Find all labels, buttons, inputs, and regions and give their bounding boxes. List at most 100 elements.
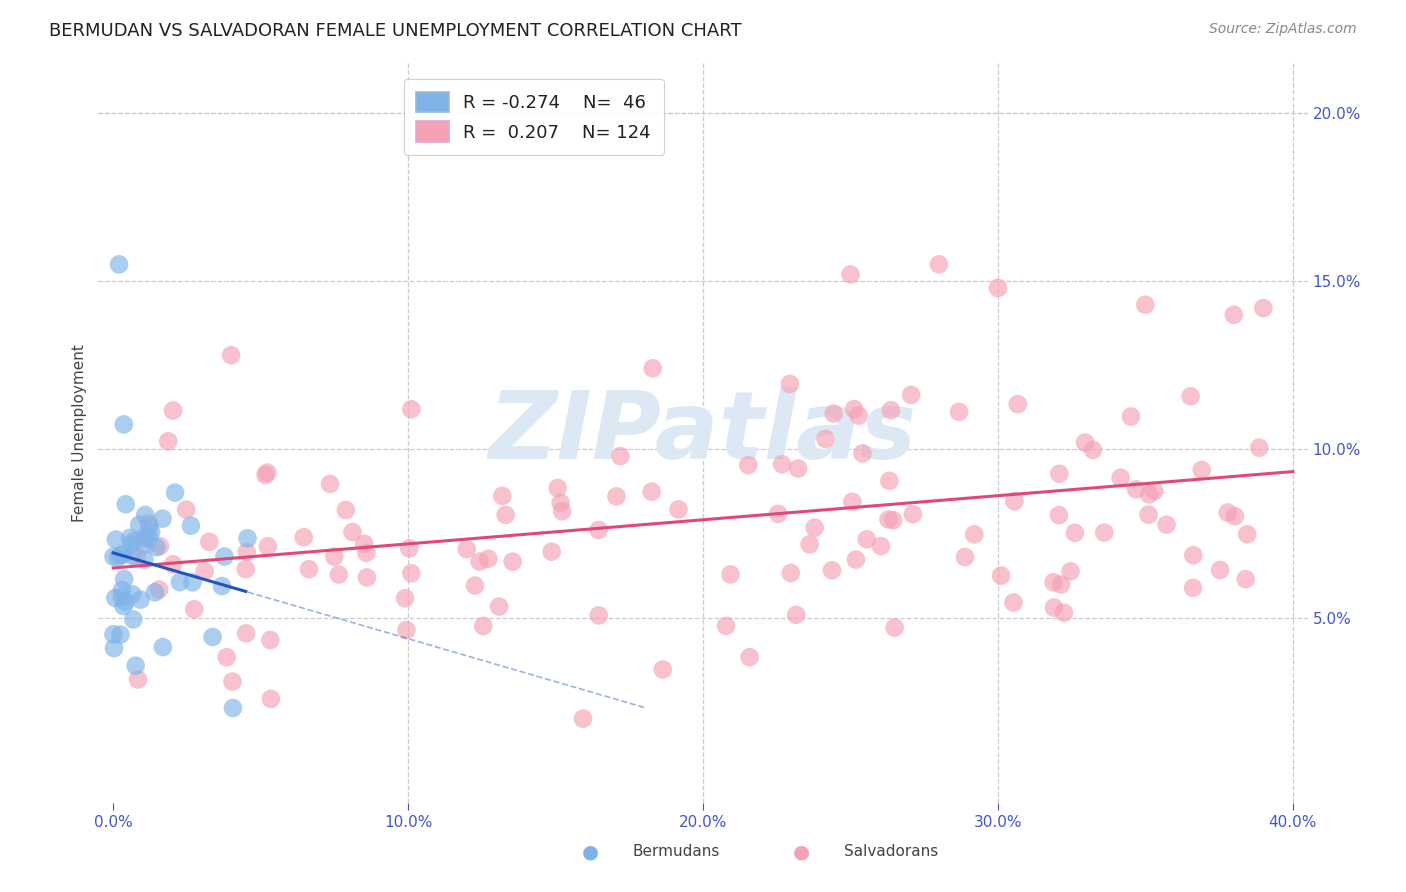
Point <box>110 627 132 641</box>
Point <box>214 549 236 564</box>
Y-axis label: Female Unemployment: Female Unemployment <box>72 343 87 522</box>
Point <box>401 566 423 581</box>
Point <box>1137 487 1160 501</box>
Point <box>547 481 569 495</box>
Point <box>174 502 197 516</box>
Point <box>877 512 900 526</box>
Point <box>1236 527 1258 541</box>
Point <box>148 582 170 597</box>
Text: ZIPatlas: ZIPatlas <box>489 386 917 479</box>
Point <box>821 563 844 577</box>
Point <box>882 513 904 527</box>
Point <box>823 407 845 421</box>
Point <box>211 579 233 593</box>
Point <box>883 621 905 635</box>
Point <box>162 558 184 572</box>
Point <box>235 545 257 559</box>
Point <box>292 530 315 544</box>
Point <box>395 623 418 637</box>
Point <box>468 555 491 569</box>
Point <box>1043 600 1066 615</box>
Point <box>103 549 125 564</box>
Point <box>256 466 278 480</box>
Point <box>540 544 562 558</box>
Point <box>112 599 135 613</box>
Point <box>134 530 156 544</box>
Point <box>298 562 321 576</box>
Point <box>122 612 145 626</box>
Point <box>112 547 135 561</box>
Point <box>104 533 127 547</box>
Point <box>254 467 277 482</box>
Point <box>845 552 868 566</box>
Point <box>477 551 499 566</box>
Point <box>488 599 510 614</box>
Point <box>149 539 172 553</box>
Point <box>1063 525 1085 540</box>
Point <box>163 485 186 500</box>
Point <box>855 532 877 546</box>
Point <box>550 496 572 510</box>
Point <box>181 575 204 590</box>
Point <box>353 537 375 551</box>
Point <box>157 434 180 449</box>
Point <box>901 507 924 521</box>
Point <box>609 449 631 463</box>
Point <box>1002 595 1025 609</box>
Point <box>134 508 156 522</box>
Point <box>651 663 673 677</box>
Point <box>502 555 524 569</box>
Point <box>1180 389 1202 403</box>
Text: Salvadorans: Salvadorans <box>844 845 938 859</box>
Point <box>948 405 970 419</box>
Point <box>127 673 149 687</box>
Point <box>342 525 364 540</box>
Point <box>394 591 416 606</box>
Point <box>1191 463 1213 477</box>
Point <box>1042 575 1064 590</box>
Point <box>235 626 257 640</box>
Point <box>128 517 150 532</box>
Point <box>799 537 821 551</box>
Point <box>879 474 901 488</box>
Point <box>928 257 950 271</box>
Point <box>143 585 166 599</box>
Point <box>138 531 160 545</box>
Point <box>1109 471 1132 485</box>
Point <box>328 567 350 582</box>
Point <box>114 595 136 609</box>
Point <box>129 592 152 607</box>
Point <box>1156 517 1178 532</box>
Point <box>1047 467 1070 481</box>
Point <box>222 701 245 715</box>
Text: BERMUDAN VS SALVADORAN FEMALE UNEMPLOYMENT CORRELATION CHART: BERMUDAN VS SALVADORAN FEMALE UNEMPLOYME… <box>49 22 742 40</box>
Point <box>323 549 346 564</box>
Point <box>588 523 610 537</box>
Point <box>990 568 1012 582</box>
Point <box>125 549 148 564</box>
Point <box>112 417 135 432</box>
Point <box>103 641 125 656</box>
Point <box>851 446 873 460</box>
Point <box>180 518 202 533</box>
Point <box>814 432 837 446</box>
Point <box>122 534 145 549</box>
Point <box>1074 435 1097 450</box>
Point <box>201 630 224 644</box>
Point <box>114 497 136 511</box>
Point <box>124 658 146 673</box>
Point <box>785 607 807 622</box>
Point <box>219 348 242 362</box>
Text: Bermudans: Bermudans <box>633 845 720 859</box>
Point <box>194 564 217 578</box>
Point <box>103 627 125 641</box>
Point <box>152 640 174 654</box>
Legend: R = -0.274    N=  46, R =  0.207    N= 124: R = -0.274 N= 46, R = 0.207 N= 124 <box>404 78 664 155</box>
Point <box>839 268 862 282</box>
Point <box>987 281 1010 295</box>
Point <box>221 674 243 689</box>
Point <box>256 539 278 553</box>
Point <box>398 541 420 556</box>
Point <box>1081 442 1104 457</box>
Point <box>111 582 134 597</box>
